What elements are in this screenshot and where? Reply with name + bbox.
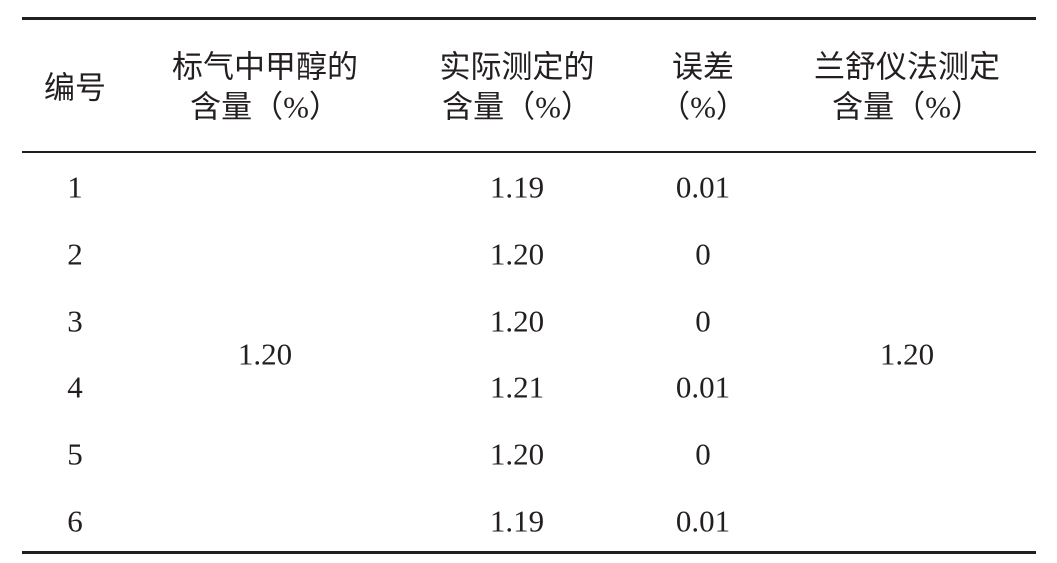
header-cell: （%） (659, 89, 747, 125)
header-cell: 编号 (44, 70, 106, 106)
merged-cell: 1.20 (879, 336, 935, 372)
top-rule (22, 17, 1036, 20)
table-cell: 0 (695, 436, 711, 472)
table-cell: 0.01 (675, 369, 731, 405)
table-cell: 1.19 (489, 169, 545, 205)
table-cell: 6 (67, 503, 83, 539)
header-rule (22, 151, 1036, 153)
table-cell: 3 (67, 303, 83, 339)
table-cell: 5 (67, 436, 83, 472)
table-cell: 1.20 (489, 236, 545, 272)
table-cell: 1.21 (489, 369, 545, 405)
table-cell: 1.20 (489, 436, 545, 472)
header-cell: 误差 (672, 49, 734, 85)
header-cell: 兰舒仪法测定 (814, 49, 1000, 85)
table-cell: 0 (695, 303, 711, 339)
bottom-rule (22, 551, 1036, 554)
table-cell: 1 (67, 169, 83, 205)
header-cell: 含量（%） (190, 89, 340, 125)
table-cell: 0 (695, 236, 711, 272)
header-cell: 实际测定的 (439, 49, 595, 85)
header-cell: 含量（%） (832, 89, 982, 125)
header-cell: 标气中甲醇的 (172, 49, 358, 85)
header-cell: 含量（%） (442, 89, 592, 125)
table-cell: 1.19 (489, 503, 545, 539)
table-cell: 2 (67, 236, 83, 272)
table-cell: 0.01 (675, 503, 731, 539)
table-cell: 1.20 (489, 303, 545, 339)
table-cell: 4 (67, 369, 83, 405)
merged-cell: 1.20 (237, 336, 293, 372)
table-cell: 0.01 (675, 169, 731, 205)
